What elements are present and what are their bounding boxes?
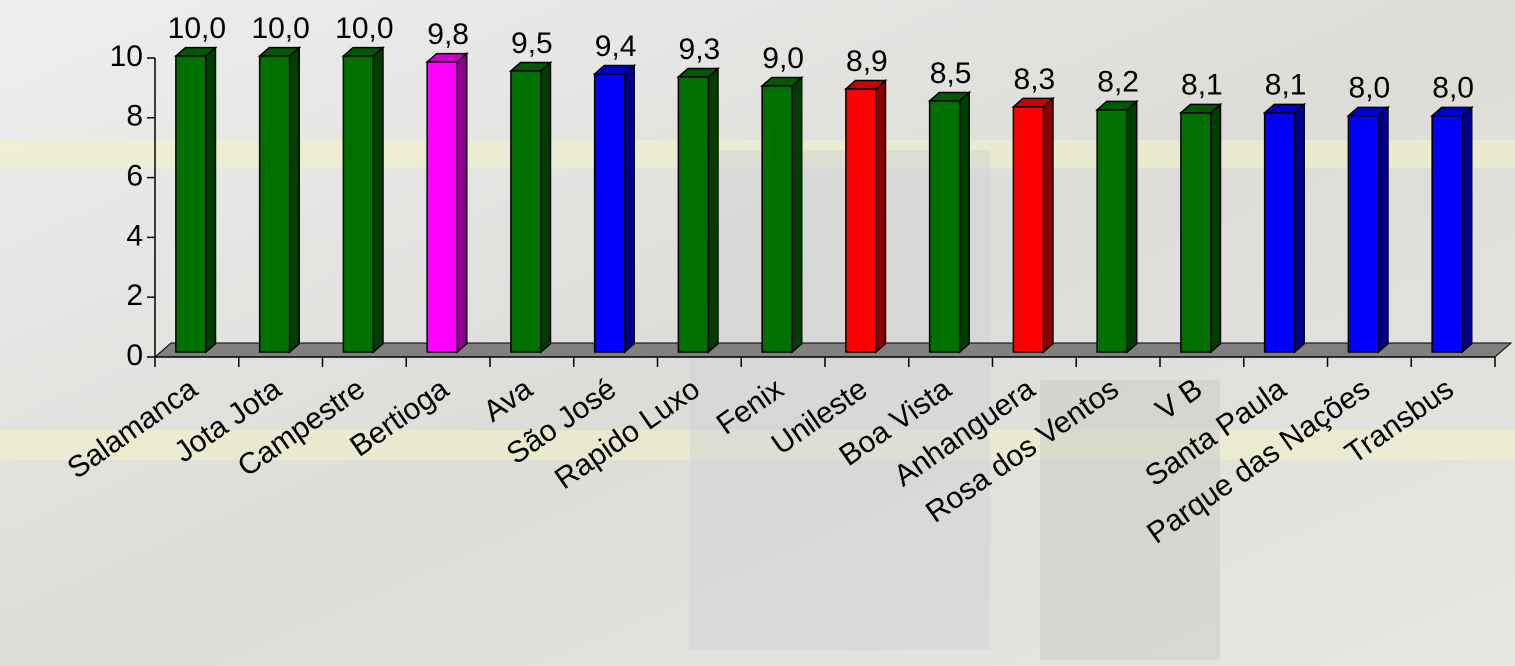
value-label: 10,0 xyxy=(335,12,393,45)
bar xyxy=(1011,96,1055,354)
bar-side xyxy=(1461,105,1473,354)
bar-side xyxy=(1293,102,1305,354)
bar-front xyxy=(258,55,291,353)
bar-side xyxy=(456,51,468,354)
value-label: 8,0 xyxy=(1349,72,1391,105)
value-label: 8,5 xyxy=(930,57,972,90)
bar-side xyxy=(540,60,552,354)
bar-side xyxy=(372,45,384,354)
bar-side xyxy=(875,78,887,354)
bar-side xyxy=(1377,105,1389,354)
bar xyxy=(508,60,553,354)
bar-front xyxy=(1431,115,1463,353)
bar-front xyxy=(928,100,961,353)
bar-front xyxy=(845,88,877,353)
value-label: 8,0 xyxy=(1432,72,1474,105)
bar xyxy=(257,45,302,354)
value-label: 9,8 xyxy=(427,18,469,51)
bar-side xyxy=(1126,99,1138,354)
bar-side xyxy=(791,75,803,354)
bar xyxy=(592,63,637,354)
bar xyxy=(425,51,469,354)
bar-front xyxy=(1347,115,1380,353)
value-label: 8,1 xyxy=(1265,69,1307,102)
bar-front xyxy=(510,70,542,353)
bar xyxy=(341,45,385,354)
bar-side xyxy=(707,66,719,354)
bar-front xyxy=(1263,112,1296,353)
value-label: 10,0 xyxy=(251,12,309,45)
y-tick-label: 6 xyxy=(126,160,143,193)
bar-front xyxy=(426,61,458,353)
bar-side xyxy=(623,63,635,354)
bar-front xyxy=(677,76,710,353)
bar xyxy=(1178,102,1223,354)
value-label: 9,3 xyxy=(679,33,721,66)
bar-side xyxy=(1210,102,1222,354)
bar xyxy=(173,45,218,354)
bar-front xyxy=(593,73,626,353)
bar xyxy=(676,66,720,354)
bar-front xyxy=(175,55,207,353)
y-tick-label: 2 xyxy=(126,279,143,312)
value-label: 8,2 xyxy=(1097,66,1139,99)
bar-side xyxy=(958,90,970,354)
bar xyxy=(760,75,804,354)
bar xyxy=(1346,105,1390,354)
value-label: 9,0 xyxy=(762,42,804,75)
bar-front xyxy=(1012,106,1045,353)
value-label: 10,0 xyxy=(168,12,226,45)
bar-side xyxy=(205,45,217,354)
y-tick-label: 4 xyxy=(126,219,143,252)
bar-front xyxy=(1180,112,1212,353)
bar xyxy=(1430,105,1474,354)
value-label: 8,1 xyxy=(1181,69,1223,102)
bar xyxy=(1095,99,1139,354)
y-tick-label: 10 xyxy=(110,40,143,73)
bar-front xyxy=(761,85,793,353)
value-label: 9,5 xyxy=(511,27,553,60)
bar xyxy=(843,78,888,354)
bar-side xyxy=(1042,96,1054,354)
y-tick-label: 0 xyxy=(126,339,143,372)
bar-side xyxy=(288,45,300,354)
bar xyxy=(927,90,972,354)
value-label: 8,3 xyxy=(1014,63,1056,96)
bar-front xyxy=(1096,109,1128,353)
y-tick-label: 8 xyxy=(126,100,143,133)
value-label: 9,4 xyxy=(595,30,637,63)
bar-front xyxy=(342,55,375,353)
value-label: 8,9 xyxy=(846,45,888,78)
background-photo xyxy=(1040,380,1220,660)
bar xyxy=(1262,102,1307,354)
